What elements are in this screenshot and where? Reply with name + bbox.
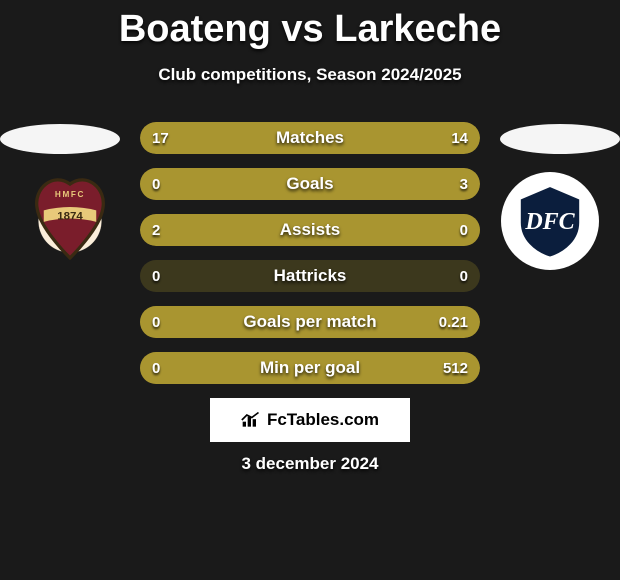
stat-row: 00.21Goals per match bbox=[140, 306, 480, 338]
stats-container: 1714Matches 03Goals 20Assists 00Hattricks 00… bbox=[140, 122, 480, 398]
stat-label: Assists bbox=[140, 214, 480, 246]
brand-badge: FcTables.com bbox=[210, 398, 410, 442]
page-title: Boateng vs Larkeche bbox=[0, 0, 620, 51]
subtitle: Club competitions, Season 2024/2025 bbox=[0, 65, 620, 85]
stat-label: Matches bbox=[140, 122, 480, 154]
stat-row: 1714Matches bbox=[140, 122, 480, 154]
stat-row: 0512Min per goal bbox=[140, 352, 480, 384]
stat-row: 00Hattricks bbox=[140, 260, 480, 292]
stat-label: Goals bbox=[140, 168, 480, 200]
stat-label: Min per goal bbox=[140, 352, 480, 384]
svg-text:1874: 1874 bbox=[57, 210, 83, 222]
svg-text:HMFC: HMFC bbox=[55, 190, 85, 199]
hearts-crest-icon: 1874 HMFC bbox=[29, 175, 111, 267]
podium-right bbox=[500, 124, 620, 154]
stat-row: 03Goals bbox=[140, 168, 480, 200]
stat-label: Goals per match bbox=[140, 306, 480, 338]
brand-text: FcTables.com bbox=[267, 410, 379, 430]
bar-chart-icon bbox=[241, 411, 261, 429]
svg-text:DFC: DFC bbox=[524, 209, 575, 235]
date-text: 3 december 2024 bbox=[0, 454, 620, 474]
team-badge-right: DFC bbox=[501, 172, 599, 270]
dundee-crest-icon: DFC bbox=[510, 181, 590, 261]
stat-label: Hattricks bbox=[140, 260, 480, 292]
podium-left bbox=[0, 124, 120, 154]
stat-row: 20Assists bbox=[140, 214, 480, 246]
team-badge-left: 1874 HMFC bbox=[21, 172, 119, 270]
